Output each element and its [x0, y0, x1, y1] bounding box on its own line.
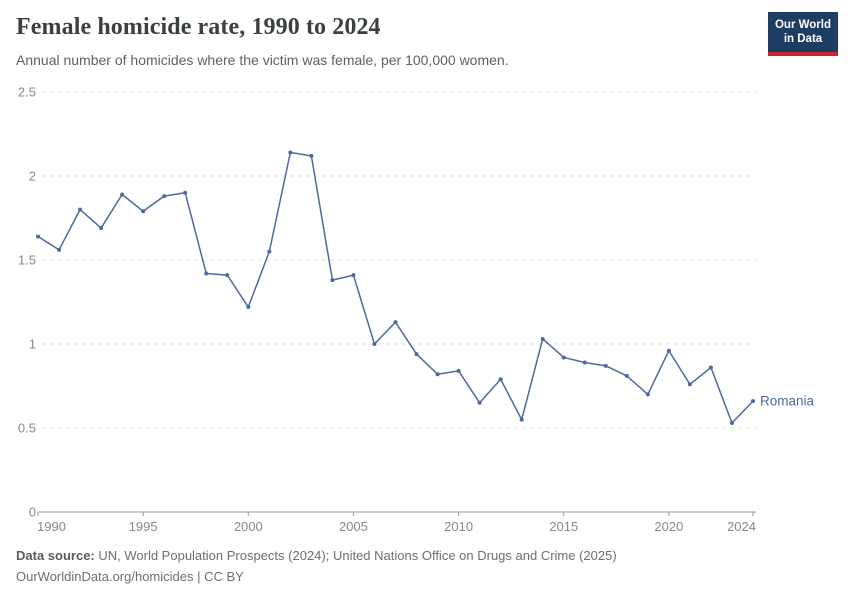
y-tick-label: 1	[29, 337, 36, 352]
data-point	[456, 368, 461, 373]
data-point	[561, 355, 566, 360]
data-point	[141, 209, 146, 214]
data-point	[372, 342, 377, 346]
data-point	[225, 273, 230, 278]
data-point	[183, 190, 188, 195]
data-point	[729, 420, 734, 425]
data-point	[624, 373, 629, 378]
x-tick-label: 2005	[339, 519, 368, 534]
data-point	[267, 249, 272, 254]
data-point	[582, 360, 587, 365]
data-point	[57, 247, 62, 252]
series-line	[37, 151, 754, 424]
owid-logo: Our World in Data	[768, 12, 838, 56]
data-point	[414, 352, 419, 357]
data-point	[36, 234, 40, 239]
data-point	[498, 377, 503, 382]
x-tick-label: 2024	[727, 519, 756, 534]
data-point	[603, 363, 608, 368]
x-tick-label: 2020	[654, 519, 683, 534]
footer-source-label: Data source:	[16, 548, 95, 563]
data-point	[78, 207, 83, 212]
data-point	[309, 153, 314, 158]
footer-source-line: Data source: UN, World Population Prospe…	[16, 548, 617, 563]
footer-link-line: OurWorldinData.org/homicides | CC BY	[16, 569, 244, 584]
data-point	[477, 400, 482, 405]
y-tick-label: 2	[29, 169, 36, 184]
data-point	[666, 348, 671, 353]
data-point	[99, 226, 104, 231]
data-point	[751, 399, 755, 404]
footer-source-text: UN, World Population Prospects (2024); U…	[94, 548, 617, 563]
y-tick-label: 1.5	[18, 253, 36, 268]
y-tick-label: 2.5	[18, 85, 36, 100]
data-point	[393, 320, 398, 325]
page-title: Female homicide rate, 1990 to 2024	[16, 14, 381, 40]
data-point	[645, 392, 650, 397]
x-tick-label: 2010	[444, 519, 473, 534]
logo-text-line1: Our World	[774, 19, 831, 31]
data-point	[435, 372, 440, 377]
y-tick-label: 0	[29, 505, 36, 520]
data-point	[708, 365, 713, 370]
data-point	[246, 305, 251, 310]
data-point	[204, 271, 209, 276]
x-tick-label: 2000	[234, 519, 263, 534]
data-point	[519, 417, 524, 422]
logo-text-line2: in Data	[783, 33, 823, 46]
x-tick-label: 1990	[37, 519, 66, 534]
data-point	[351, 273, 356, 278]
data-point	[288, 150, 293, 155]
series-label: Romania	[760, 394, 815, 409]
data-point	[162, 194, 167, 199]
x-tick-label: 2015	[549, 519, 578, 534]
data-point	[120, 192, 125, 197]
data-point	[540, 336, 545, 341]
x-tick-label: 1995	[129, 519, 158, 534]
data-point	[687, 382, 692, 387]
chart-subtitle: Annual number of homicides where the vic…	[16, 52, 509, 68]
y-tick-label: 0.5	[18, 421, 36, 436]
data-point	[330, 278, 335, 283]
